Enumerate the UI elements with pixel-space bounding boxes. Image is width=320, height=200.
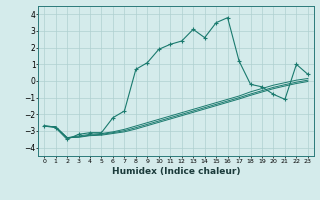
- X-axis label: Humidex (Indice chaleur): Humidex (Indice chaleur): [112, 167, 240, 176]
